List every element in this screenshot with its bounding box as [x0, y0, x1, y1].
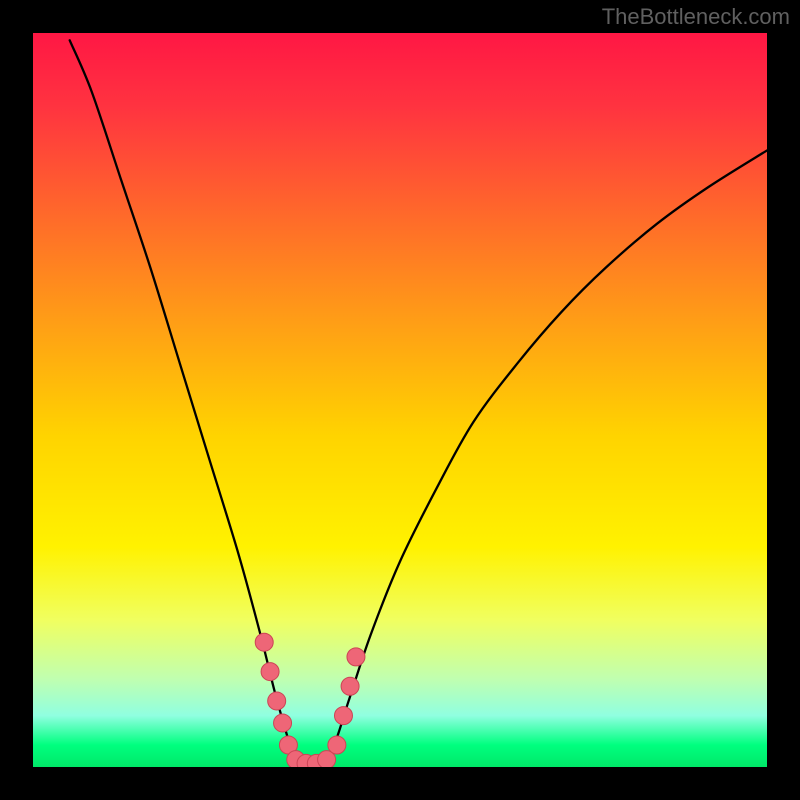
data-marker	[261, 663, 279, 681]
data-marker	[255, 633, 273, 651]
watermark-text: TheBottleneck.com	[602, 4, 790, 30]
data-marker	[328, 736, 346, 754]
curve-layer	[33, 33, 767, 767]
bottleneck-curve	[70, 40, 767, 767]
data-marker	[341, 677, 359, 695]
data-marker	[347, 648, 365, 666]
data-marker	[334, 707, 352, 725]
data-marker	[274, 714, 292, 732]
data-marker	[268, 692, 286, 710]
plot-area	[33, 33, 767, 767]
